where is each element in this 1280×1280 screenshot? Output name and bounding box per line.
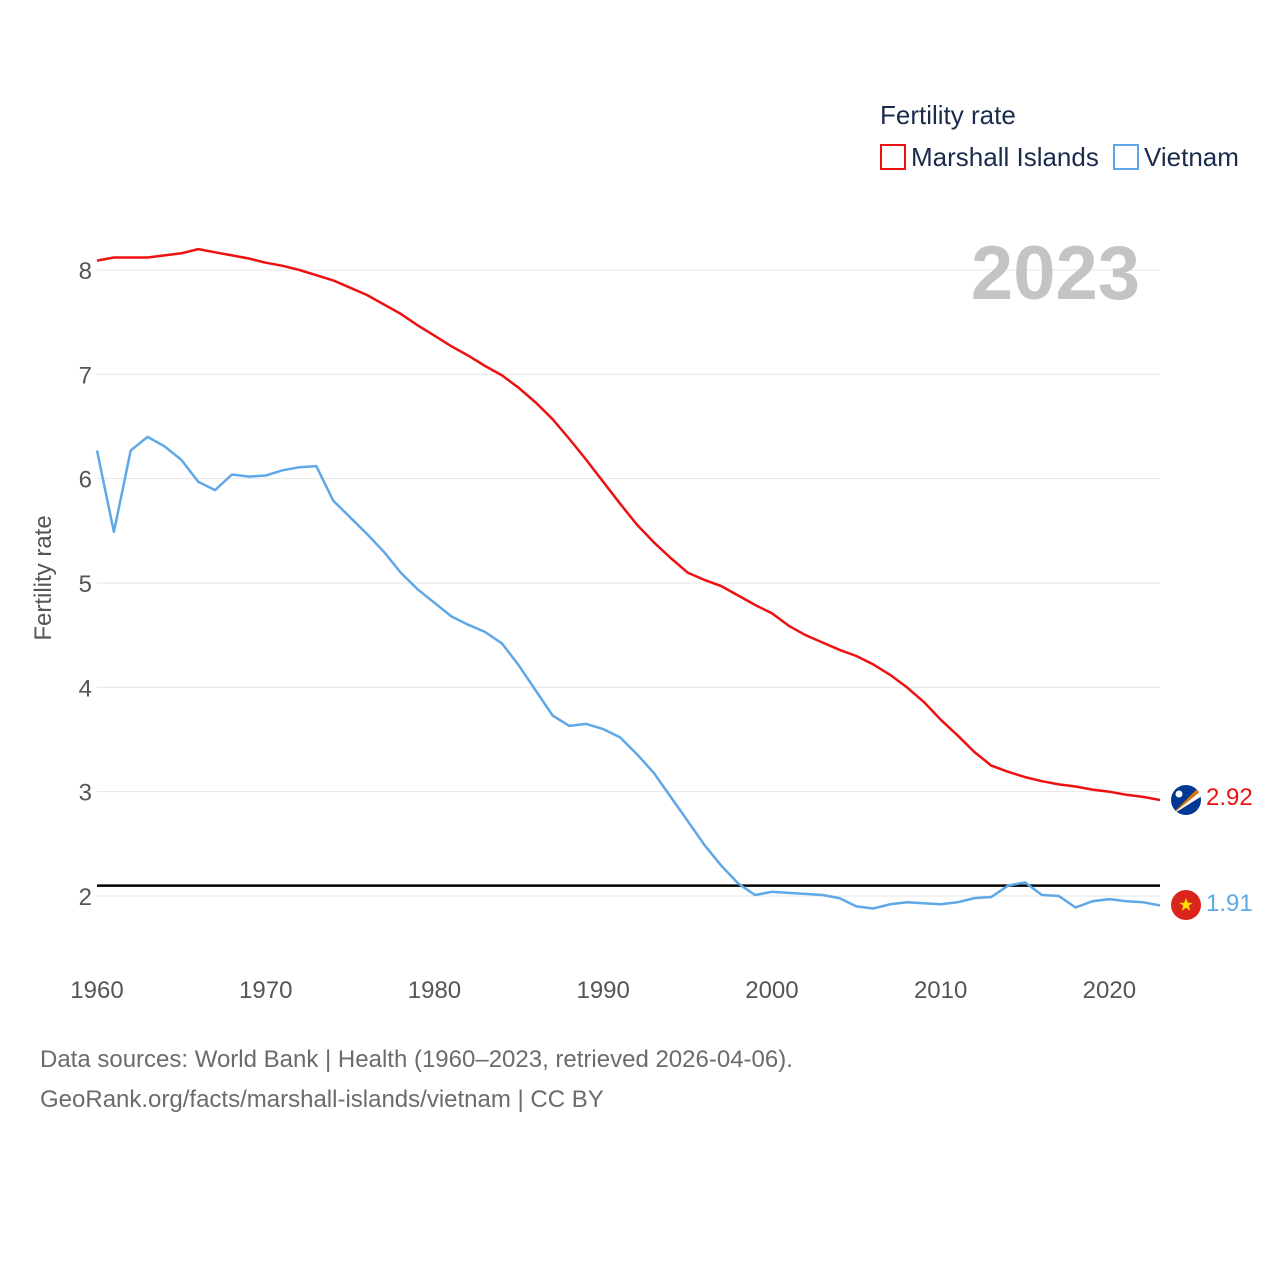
x-axis: 1960 1970 1980 1990 2000 2010 2020 bbox=[70, 977, 1136, 1004]
y-axis-title: Fertility rate bbox=[30, 515, 57, 640]
legend-swatch-marshall-islands bbox=[880, 144, 906, 170]
x-tick-label: 1970 bbox=[239, 977, 292, 1004]
end-label-marshall-islands: 2.92 bbox=[1206, 784, 1253, 811]
year-label: 2023 bbox=[971, 231, 1140, 316]
y-tick-label: 6 bbox=[79, 467, 92, 494]
x-tick-label: 2020 bbox=[1083, 977, 1136, 1004]
legend-swatch-vietnam bbox=[1113, 144, 1139, 170]
end-label-vietnam: 1.91 bbox=[1206, 890, 1253, 917]
y-tick-label: 8 bbox=[79, 258, 92, 285]
series-line-marshall-islands[interactable] bbox=[96, 247, 1161, 802]
legend: Fertility rate Marshall Islands Vietnam bbox=[880, 100, 1239, 172]
y-tick-label: 2 bbox=[79, 884, 92, 911]
legend-label-marshall-islands: Marshall Islands bbox=[911, 142, 1099, 172]
attribution-link[interactable]: GeoRank.org/facts/marshall-islands/vietn… bbox=[40, 1086, 604, 1113]
x-tick-label: 1990 bbox=[576, 977, 629, 1004]
gridlines bbox=[97, 269, 1160, 897]
series-group bbox=[95, 247, 1161, 910]
y-tick-label: 4 bbox=[79, 675, 92, 702]
y-tick-label: 3 bbox=[79, 780, 92, 807]
x-tick-label: 1980 bbox=[408, 977, 461, 1004]
legend-title: Fertility rate bbox=[880, 100, 1016, 130]
legend-label-vietnam: Vietnam bbox=[1144, 142, 1239, 172]
footer: Data sources: World Bank | Health (1960–… bbox=[40, 1040, 793, 1120]
x-tick-label: 1960 bbox=[70, 977, 123, 1004]
data-sources-text: Data sources: World Bank | Health (1960–… bbox=[40, 1046, 793, 1073]
marshall-islands-flag-icon bbox=[1171, 785, 1201, 815]
y-tick-label: 7 bbox=[79, 362, 92, 389]
legend-item-vietnam[interactable]: Vietnam bbox=[1113, 142, 1239, 172]
y-axis: 2 3 4 5 6 7 8 bbox=[79, 258, 92, 911]
vietnam-flag-icon bbox=[1171, 890, 1201, 920]
y-tick-label: 5 bbox=[79, 571, 92, 598]
x-tick-label: 2010 bbox=[914, 977, 967, 1004]
x-tick-label: 2000 bbox=[745, 977, 798, 1004]
series-line-vietnam[interactable] bbox=[95, 435, 1161, 910]
legend-item-marshall-islands[interactable]: Marshall Islands bbox=[880, 142, 1099, 172]
